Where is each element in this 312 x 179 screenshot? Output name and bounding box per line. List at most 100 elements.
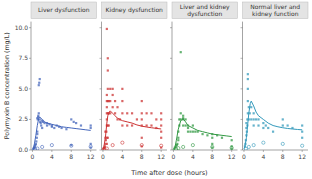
panel: Liver dysfunction0.02.55.07.510.004812: [15, 2, 97, 160]
observed-point: [80, 124, 82, 126]
observed-point: [194, 131, 196, 133]
observed-point: [211, 143, 213, 145]
observed-point: [160, 112, 162, 114]
observed-point: [187, 127, 189, 129]
open-point: [247, 145, 250, 148]
fit-line: [32, 117, 90, 149]
y-tick: [29, 27, 31, 28]
observed-point: [250, 106, 252, 108]
observed-point: [37, 115, 39, 117]
observed-point: [90, 143, 92, 145]
open-point: [160, 144, 163, 147]
y-tick: [100, 58, 102, 59]
observed-point: [253, 118, 255, 120]
open-point: [191, 144, 194, 147]
observed-point: [160, 137, 162, 139]
title-line: Kidney dysfunction: [106, 6, 164, 14]
observed-point: [136, 118, 138, 120]
observed-point: [221, 137, 223, 139]
observed-point: [106, 143, 108, 145]
y-tick: [100, 119, 102, 120]
observed-point: [131, 112, 133, 114]
x-axis: [31, 150, 97, 151]
x-tick-label: 12: [228, 153, 236, 160]
observed-point: [109, 100, 111, 102]
observed-point: [107, 100, 109, 102]
title-band: [172, 2, 238, 19]
y-tick: [170, 58, 172, 59]
observed-point: [46, 124, 48, 126]
open-point: [111, 144, 114, 147]
observed-point: [262, 122, 264, 124]
observed-point: [35, 143, 37, 145]
observed-point: [107, 57, 109, 59]
observed-point: [206, 134, 208, 136]
y-tick: [241, 58, 243, 59]
y-tick: [29, 58, 31, 59]
y-tick: [100, 150, 102, 151]
x-tick-label: 0: [172, 153, 176, 160]
observed-point: [106, 28, 108, 30]
plot-area: [102, 22, 168, 150]
marks: [102, 28, 162, 150]
y-tick: [100, 27, 102, 28]
observed-point: [282, 118, 284, 120]
observed-point: [131, 124, 133, 126]
observed-point: [231, 139, 233, 141]
title-line: Liver dysfunction: [38, 6, 90, 14]
observed-point: [267, 127, 269, 129]
title-line: kidney function: [252, 10, 299, 18]
y-tick-label: 7.5: [18, 54, 28, 61]
open-point: [281, 142, 284, 145]
observed-point: [211, 137, 213, 139]
observed-point: [39, 78, 41, 80]
open-point: [230, 146, 233, 149]
observed-point: [51, 126, 53, 128]
open-point: [252, 144, 255, 147]
open-point: [50, 144, 53, 147]
open-point: [182, 145, 185, 148]
observed-point: [272, 131, 274, 133]
observed-point: [114, 100, 116, 102]
observed-point: [247, 88, 249, 90]
panel-title: Kidney dysfunction: [106, 6, 164, 14]
observed-point: [40, 124, 42, 126]
y-tick-label: 5.0: [18, 85, 28, 92]
observed-point: [245, 122, 247, 124]
observed-point: [146, 124, 148, 126]
title-line: dysfunction: [187, 10, 222, 18]
observed-point: [247, 78, 249, 80]
fit-line: [103, 111, 161, 149]
y-axis: [31, 22, 32, 150]
x-axis: [172, 150, 238, 151]
y-tick: [170, 88, 172, 89]
y-axis: [101, 22, 102, 150]
x-tick-label: 4: [120, 153, 124, 160]
x-tick-label: 8: [210, 153, 214, 160]
observed-point: [247, 73, 249, 75]
observed-point: [75, 122, 77, 124]
open-point: [105, 147, 108, 150]
observed-point: [112, 94, 114, 96]
observed-point: [189, 131, 191, 133]
observed-point: [126, 112, 128, 114]
observed-point: [107, 69, 109, 71]
observed-point: [73, 121, 75, 123]
observed-point: [121, 88, 123, 90]
observed-point: [257, 124, 259, 126]
y-tick: [170, 150, 172, 151]
observed-point: [182, 115, 184, 117]
observed-point: [141, 112, 143, 114]
observed-point: [121, 112, 123, 114]
observed-point: [121, 100, 123, 102]
x-tick-label: 4: [261, 153, 265, 160]
observed-point: [106, 106, 108, 108]
observed-point: [180, 51, 182, 53]
y-tick: [29, 88, 31, 89]
observed-point: [106, 112, 108, 114]
observed-point: [35, 140, 37, 142]
panel: Normal liver andkidney function04812: [241, 2, 309, 160]
observed-point: [160, 124, 162, 126]
observed-point: [141, 100, 143, 102]
observed-point: [65, 128, 67, 130]
